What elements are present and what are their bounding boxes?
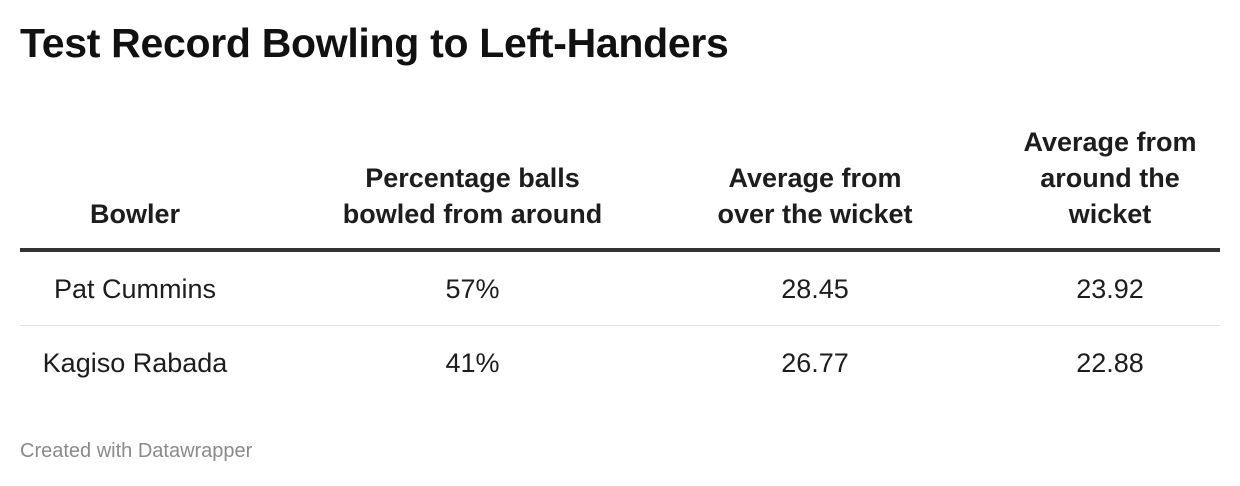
column-header-line: Average from [1023,127,1197,157]
cell-average-around: 23.92 [1076,274,1144,304]
cell-average-over: 26.77 [781,348,849,378]
column-header-average-around: Average from around the wicket [1000,124,1220,232]
column-header-line: Bowler [89,199,181,229]
table-row: Kagiso Rabada 41% 26.77 22.88 [20,326,1220,400]
column-header-line: wicket [1068,199,1152,229]
column-header-percentage-around: Percentage balls bowled from around [320,160,625,232]
column-header-line: bowled from around [342,199,603,229]
cell-bowler: Pat Cummins [53,274,217,304]
table-row: Pat Cummins 57% 28.45 23.92 [20,252,1220,326]
chart-title: Test Record Bowling to Left-Handers [20,20,729,66]
attribution-footer: Created with Datawrapper [20,440,253,462]
cell-percentage-around: 41% [445,348,500,378]
data-table: Bowler Percentage balls bowled from arou… [20,120,1220,400]
cell-percentage-around: 57% [445,274,500,304]
table-header: Bowler Percentage balls bowled from arou… [20,120,1220,252]
column-header-line: Percentage balls [365,163,580,193]
column-header-bowler: Bowler [20,196,250,232]
column-header-average-over: Average from over the wicket [690,160,940,232]
cell-average-around: 22.88 [1076,348,1144,378]
cell-bowler: Kagiso Rabada [42,348,228,378]
column-header-line: over the wicket [717,199,913,229]
cell-average-over: 28.45 [781,274,849,304]
column-header-line: Average from [728,163,902,193]
column-header-line: around the [1040,163,1180,193]
